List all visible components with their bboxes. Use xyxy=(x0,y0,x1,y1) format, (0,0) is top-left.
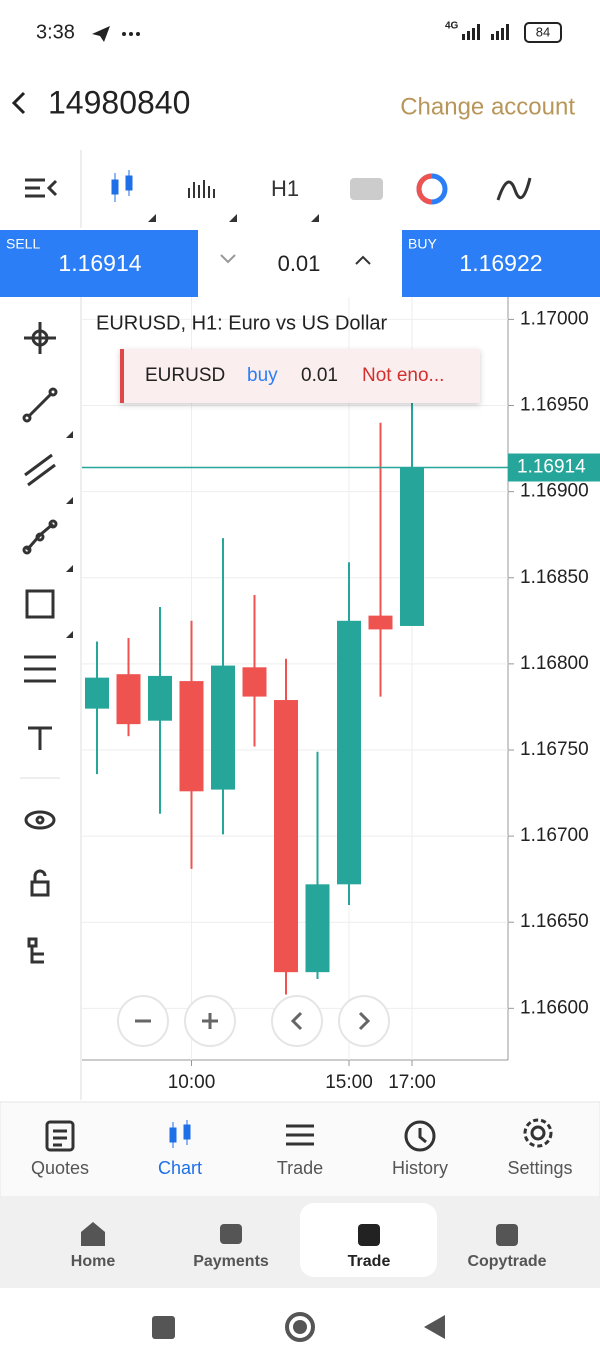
recents-button[interactable] xyxy=(152,1316,175,1339)
back-system-button[interactable] xyxy=(424,1315,445,1339)
x-tick-label: 10:00 xyxy=(168,1072,216,1093)
candle-body xyxy=(116,674,141,725)
y-tick-label: 1.16900 xyxy=(520,481,589,502)
price-tag-label: 1.16914 xyxy=(517,457,586,478)
nav-label[interactable]: Home xyxy=(71,1253,116,1270)
candle-body xyxy=(211,665,235,790)
volume-down[interactable] xyxy=(220,254,236,264)
chart-nav-buttons[interactable] xyxy=(117,995,390,1047)
nav-label[interactable]: Payments xyxy=(193,1253,269,1270)
y-tick-label: 1.16750 xyxy=(520,739,589,760)
nav-label[interactable]: Copytrade xyxy=(467,1253,546,1270)
y-tick-label: 1.16950 xyxy=(520,395,589,416)
battery xyxy=(524,22,562,43)
menu-icon[interactable] xyxy=(25,178,58,198)
notification xyxy=(120,349,480,403)
x-tick-label: 15:00 xyxy=(325,1072,373,1093)
y-tick-label: 1.16700 xyxy=(520,825,589,846)
notification-message: Not eno... xyxy=(362,365,444,386)
x-tick-label: 17:00 xyxy=(388,1072,436,1093)
sell-price: 1.16914 xyxy=(58,250,141,276)
notification-volume: 0.01 xyxy=(301,365,338,386)
nav-label[interactable]: Trade xyxy=(348,1253,391,1270)
candle-body xyxy=(148,675,172,721)
buy-button[interactable] xyxy=(402,230,600,297)
sell-button[interactable] xyxy=(0,230,198,297)
tab-bar xyxy=(0,1101,600,1198)
tab-label[interactable]: Quotes xyxy=(31,1158,89,1178)
account-number: 14980840 xyxy=(48,84,190,120)
volume-up[interactable] xyxy=(355,255,371,265)
status-time: 3:38 xyxy=(36,21,75,43)
tab-label[interactable]: Settings xyxy=(507,1158,572,1178)
y-tick-label: 1.16650 xyxy=(520,911,589,932)
candle-body xyxy=(305,884,330,973)
y-tick-label: 1.16600 xyxy=(520,997,589,1018)
more-dots xyxy=(122,32,140,36)
candle-body xyxy=(274,700,298,973)
candle-body xyxy=(85,677,109,709)
link-icon[interactable] xyxy=(350,178,383,200)
y-tick-label: 1.16850 xyxy=(520,567,589,588)
candle-body xyxy=(400,467,424,626)
signal-icons xyxy=(462,24,509,40)
candles-icon[interactable] xyxy=(111,170,133,202)
buy-label: BUY xyxy=(408,236,437,252)
bars-icon[interactable] xyxy=(188,180,215,198)
home-button[interactable] xyxy=(285,1312,315,1342)
sell-label: SELL xyxy=(6,236,40,252)
candle-body xyxy=(179,681,204,792)
y-tick-label: 1.17000 xyxy=(520,308,589,329)
candle-body xyxy=(368,615,393,630)
change-account[interactable]: Change account xyxy=(400,93,575,120)
timeframe[interactable]: H1 xyxy=(271,176,299,201)
telegram-icon xyxy=(92,26,110,42)
volume[interactable]: 0.01 xyxy=(278,251,321,276)
chart-title: EURUSD, H1: Euro vs US Dollar xyxy=(96,312,388,334)
back-button[interactable] xyxy=(11,91,26,115)
tab-label[interactable]: History xyxy=(392,1158,448,1178)
candle-body xyxy=(337,620,361,885)
drawing-tools[interactable] xyxy=(22,322,58,964)
y-tick-label: 1.16800 xyxy=(520,653,589,674)
notification-symbol: EURUSD xyxy=(145,365,225,386)
battery-level: 84 xyxy=(536,24,550,39)
price-tag xyxy=(508,453,600,482)
buy-price: 1.16922 xyxy=(459,250,542,276)
notification-side: buy xyxy=(247,365,278,386)
candle-body xyxy=(242,667,267,697)
indicators-icon[interactable] xyxy=(496,177,532,201)
network-label: 4G xyxy=(445,21,459,32)
tab-label[interactable]: Chart xyxy=(158,1158,202,1178)
tab-label[interactable]: Trade xyxy=(277,1158,323,1178)
